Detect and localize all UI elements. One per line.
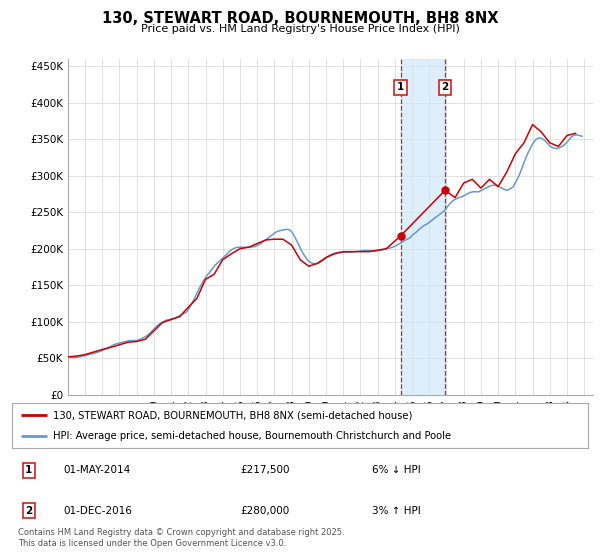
Bar — [401, 59, 445, 395]
Text: 3% ↑ HPI: 3% ↑ HPI — [372, 506, 421, 516]
Text: 2: 2 — [25, 506, 32, 516]
Text: £280,000: £280,000 — [240, 506, 289, 516]
Text: 130, STEWART ROAD, BOURNEMOUTH, BH8 8NX: 130, STEWART ROAD, BOURNEMOUTH, BH8 8NX — [102, 11, 498, 26]
Text: 01-DEC-2016: 01-DEC-2016 — [63, 506, 132, 516]
Text: 1: 1 — [397, 82, 404, 92]
Text: 2: 2 — [442, 82, 449, 92]
Text: 6% ↓ HPI: 6% ↓ HPI — [372, 465, 421, 475]
Text: HPI: Average price, semi-detached house, Bournemouth Christchurch and Poole: HPI: Average price, semi-detached house,… — [53, 431, 452, 441]
Text: 130, STEWART ROAD, BOURNEMOUTH, BH8 8NX (semi-detached house): 130, STEWART ROAD, BOURNEMOUTH, BH8 8NX … — [53, 410, 413, 421]
Text: 01-MAY-2014: 01-MAY-2014 — [63, 465, 130, 475]
Text: £217,500: £217,500 — [240, 465, 290, 475]
Text: Price paid vs. HM Land Registry's House Price Index (HPI): Price paid vs. HM Land Registry's House … — [140, 24, 460, 34]
Text: Contains HM Land Registry data © Crown copyright and database right 2025.
This d: Contains HM Land Registry data © Crown c… — [18, 528, 344, 548]
Text: 1: 1 — [25, 465, 32, 475]
